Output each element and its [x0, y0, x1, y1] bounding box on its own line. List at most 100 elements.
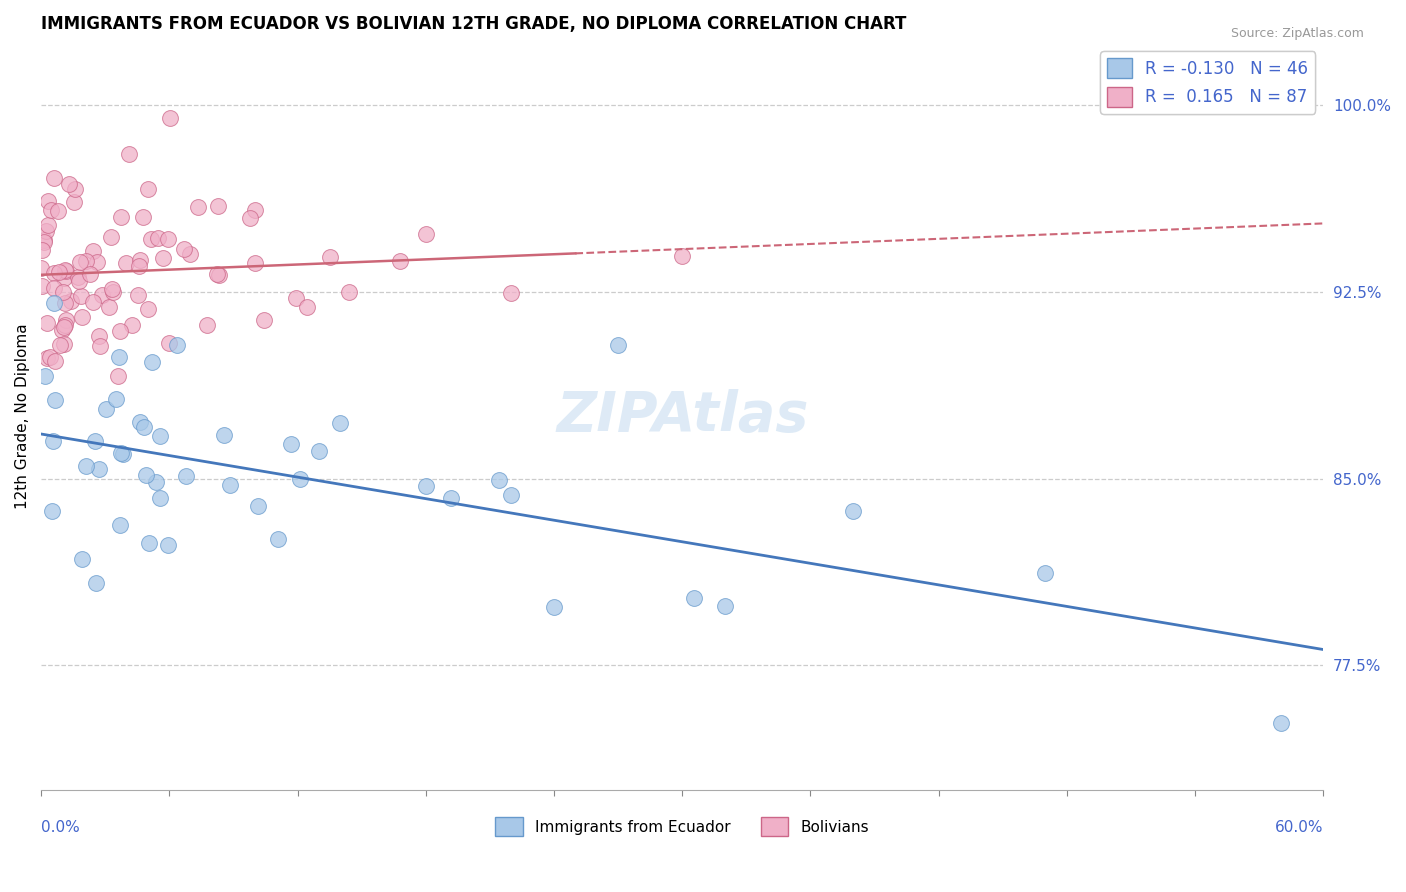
- Point: [30, 260, 52, 275]
- Point: [179, 247, 201, 261]
- Point: [159, 111, 181, 125]
- Point: [89, 339, 111, 353]
- Point: [53, 262, 76, 277]
- Text: IMMIGRANTS FROM ECUADOR VS BOLIVIAN 12TH GRADE, NO DIPLOMA CORRELATION CHART: IMMIGRANTS FROM ECUADOR VS BOLIVIAN 12TH…: [41, 15, 907, 33]
- Point: [49, 338, 72, 352]
- Point: [70, 551, 93, 566]
- Point: [267, 532, 290, 546]
- Point: [157, 336, 180, 351]
- Point: [501, 488, 523, 502]
- Y-axis label: 12th Grade, No Diploma: 12th Grade, No Diploma: [15, 324, 30, 509]
- Point: [132, 420, 155, 434]
- Text: Source: ZipAtlas.com: Source: ZipAtlas.com: [1230, 27, 1364, 40]
- Point: [207, 199, 229, 213]
- Point: [87, 329, 110, 343]
- Point: [239, 211, 262, 225]
- Point: [243, 202, 266, 217]
- Point: [70, 289, 93, 303]
- Point: [136, 301, 159, 316]
- Point: [156, 232, 179, 246]
- Point: [101, 285, 124, 299]
- Point: [1035, 566, 1057, 581]
- Point: [388, 253, 411, 268]
- Point: [79, 267, 101, 281]
- Point: [35, 351, 58, 365]
- Point: [156, 538, 179, 552]
- Point: [415, 478, 437, 492]
- Point: [39, 350, 62, 364]
- Point: [128, 415, 150, 429]
- Point: [98, 300, 121, 314]
- Point: [138, 536, 160, 550]
- Point: [280, 436, 302, 450]
- Point: [145, 475, 167, 489]
- Point: [44, 393, 66, 408]
- Point: [100, 229, 122, 244]
- Point: [253, 313, 276, 327]
- Point: [51, 323, 73, 337]
- Point: [69, 255, 91, 269]
- Point: [44, 280, 66, 294]
- Point: [101, 282, 124, 296]
- Point: [148, 491, 170, 506]
- Point: [75, 459, 97, 474]
- Point: [42, 434, 65, 448]
- Point: [415, 227, 437, 242]
- Point: [121, 318, 143, 332]
- Point: [112, 447, 135, 461]
- Legend: R = -0.130   N = 46, R =  0.165   N = 87: R = -0.130 N = 46, R = 0.165 N = 87: [1101, 51, 1315, 113]
- Point: [82, 244, 104, 259]
- Point: [32, 235, 55, 249]
- Point: [118, 147, 141, 161]
- Point: [284, 291, 307, 305]
- Point: [89, 462, 111, 476]
- Point: [75, 254, 97, 268]
- Point: [67, 274, 90, 288]
- Point: [1270, 715, 1292, 730]
- Point: [108, 517, 131, 532]
- Point: [55, 264, 77, 278]
- Point: [55, 313, 77, 327]
- Point: [32, 233, 55, 247]
- Point: [129, 252, 152, 267]
- Point: [440, 491, 463, 506]
- Point: [46, 203, 69, 218]
- Point: [128, 259, 150, 273]
- Text: 0.0%: 0.0%: [41, 820, 80, 835]
- Point: [42, 170, 65, 185]
- Point: [37, 194, 59, 209]
- Text: ZIPAtlas: ZIPAtlas: [555, 390, 808, 443]
- Point: [714, 599, 737, 613]
- Point: [127, 288, 149, 302]
- Point: [297, 300, 319, 314]
- Point: [135, 468, 157, 483]
- Point: [148, 231, 170, 245]
- Point: [70, 310, 93, 324]
- Point: [110, 446, 132, 460]
- Point: [219, 478, 242, 492]
- Point: [152, 251, 174, 265]
- Point: [48, 265, 70, 279]
- Point: [132, 211, 155, 225]
- Point: [66, 269, 89, 284]
- Point: [63, 182, 86, 196]
- Point: [212, 428, 235, 442]
- Point: [842, 504, 865, 518]
- Point: [39, 202, 62, 217]
- Point: [34, 368, 56, 383]
- Point: [31, 279, 53, 293]
- Point: [86, 575, 108, 590]
- Point: [35, 224, 58, 238]
- Point: [205, 267, 228, 281]
- Point: [58, 178, 80, 192]
- Point: [94, 402, 117, 417]
- Point: [44, 354, 66, 368]
- Point: [83, 434, 105, 449]
- Point: [501, 286, 523, 301]
- Point: [53, 318, 76, 333]
- Point: [115, 255, 138, 269]
- Point: [141, 355, 163, 369]
- Point: [197, 318, 219, 332]
- Point: [288, 472, 311, 486]
- Point: [53, 337, 76, 351]
